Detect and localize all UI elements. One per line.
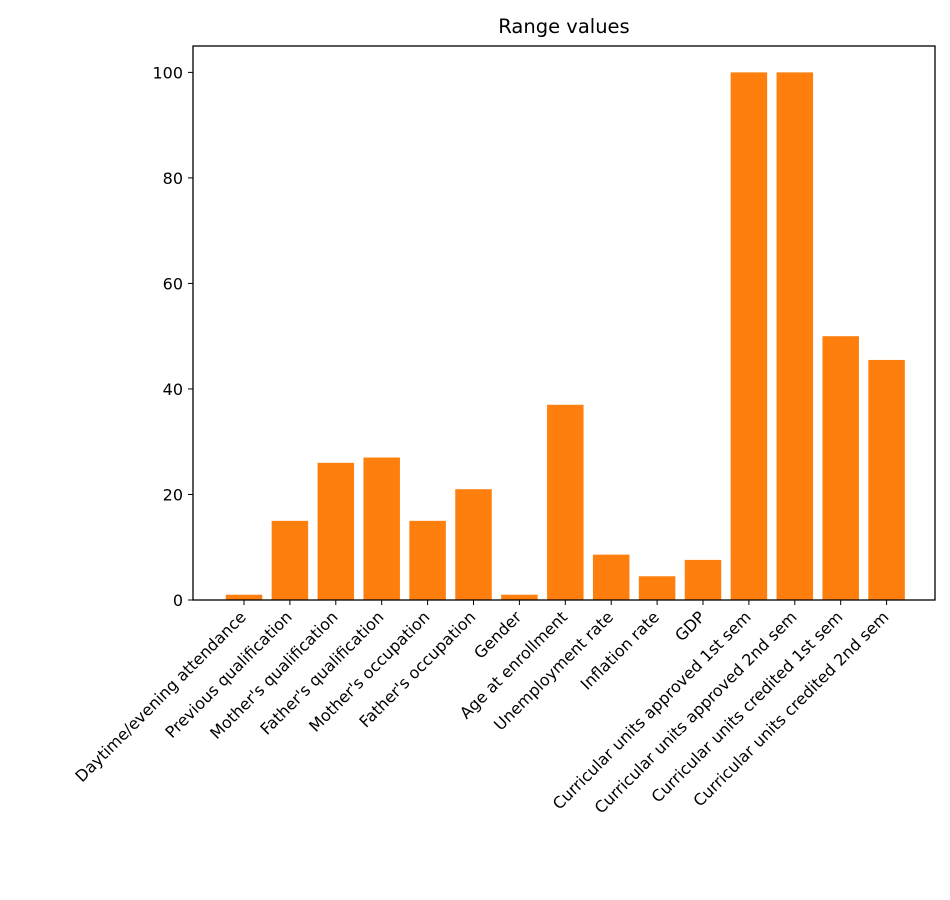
bar xyxy=(547,404,584,600)
bar xyxy=(868,359,905,600)
plot-frame xyxy=(192,45,936,601)
bar xyxy=(684,559,722,600)
y-axis: 0 20 40 60 80 100 xyxy=(152,63,193,610)
bar xyxy=(822,336,859,600)
chart-title: Range values xyxy=(498,15,629,38)
bar xyxy=(317,462,355,600)
bar xyxy=(638,576,676,600)
bar xyxy=(409,520,446,600)
y-tick-label: 100 xyxy=(152,63,183,82)
bar xyxy=(776,72,814,600)
y-tick-label: 0 xyxy=(173,591,183,610)
y-tick-label: 80 xyxy=(163,169,183,188)
bar xyxy=(363,457,400,600)
bars-group xyxy=(225,72,905,600)
bar xyxy=(225,594,263,600)
bar xyxy=(455,489,492,600)
y-tick-label: 60 xyxy=(163,274,183,293)
bar xyxy=(271,520,309,600)
y-tick-label: 40 xyxy=(163,380,183,399)
bar xyxy=(501,594,538,600)
bar xyxy=(730,72,768,600)
y-tick-label: 20 xyxy=(163,485,183,504)
bar xyxy=(592,554,630,600)
